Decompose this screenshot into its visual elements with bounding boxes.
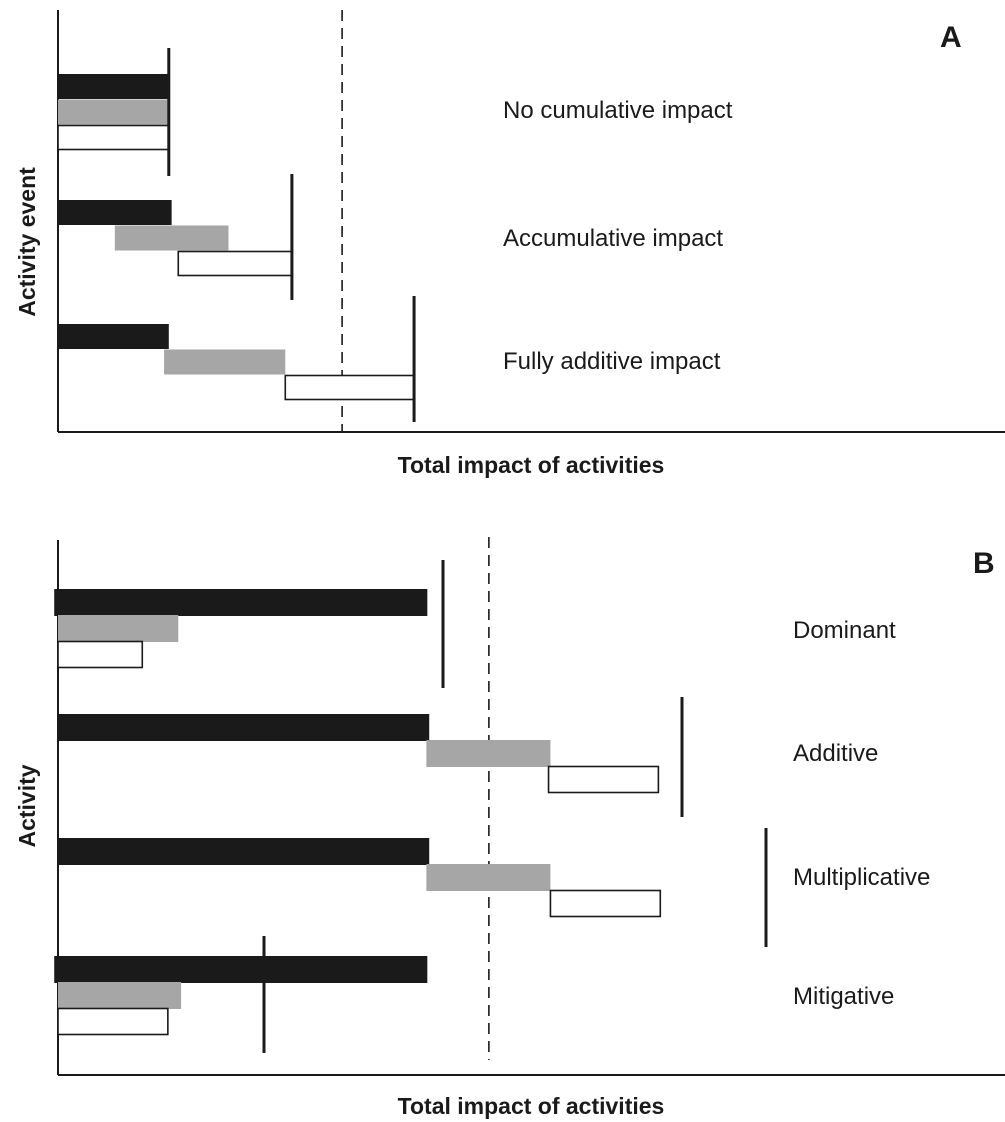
panel-b-row: [54, 560, 445, 688]
panel-b-row: [58, 828, 768, 947]
panel-b-black-bar: [54, 956, 428, 983]
panel-b-row-label: Mitigative: [793, 983, 894, 1010]
panel-a-row-label: Accumulative impact: [503, 225, 723, 252]
panel-b-black-bar: [58, 838, 430, 865]
panel-a-y-axis-title: Activity event: [14, 167, 40, 317]
panel-b-white-bar: [549, 889, 662, 918]
panel-a-black-bar: [58, 200, 172, 225]
panel-a-white-bar: [177, 250, 293, 277]
panel-b-white-bar: [57, 640, 144, 669]
panel-b-x-axis-title: Total impact of activities: [398, 1093, 665, 1119]
panel-a-letter: A: [940, 21, 962, 54]
panel-b-letter: B: [973, 547, 995, 580]
panel-b-gray-bar: [58, 982, 182, 1009]
panel-a-row-label: No cumulative impact: [503, 97, 733, 124]
panel-a-white-bar: [57, 124, 170, 151]
panel-b-black-bar: [58, 714, 430, 741]
panel-b-gray-bar: [426, 864, 551, 891]
panel-a-row: [57, 48, 171, 176]
panel-b-row: [58, 697, 684, 817]
panel-b-row-label: Multiplicative: [793, 864, 930, 891]
panel-a-black-bar: [58, 324, 169, 349]
panel-a-black-bar: [58, 74, 169, 99]
panel-a-white-bar: [284, 374, 415, 401]
panel-a-x-axis-title: Total impact of activities: [398, 452, 665, 478]
panel-b-row-label: Additive: [793, 740, 878, 767]
panel-a-row: [58, 174, 294, 300]
panel-a-row: [58, 296, 416, 422]
panel-b-white-bar: [547, 765, 660, 794]
panel-b-row: [54, 936, 428, 1053]
panel-b-white-bar: [57, 1007, 169, 1036]
panel-b-y-axis-title: Activity: [14, 764, 40, 847]
panel-b: B Total impact of activities Activity Do…: [14, 537, 1005, 1119]
panel-b-row-label: Dominant: [793, 617, 896, 644]
panel-b-gray-bar: [426, 740, 551, 767]
panel-a-gray-bar: [164, 349, 286, 375]
panel-b-black-bar: [54, 589, 428, 616]
panel-b-gray-bar: [58, 615, 179, 642]
panel-a-gray-bar: [114, 225, 229, 251]
panel-a-gray-bar: [58, 99, 169, 125]
panel-a: A Total impact of activities Activity ev…: [14, 10, 1005, 478]
panel-a-row-label: Fully additive impact: [503, 348, 721, 375]
